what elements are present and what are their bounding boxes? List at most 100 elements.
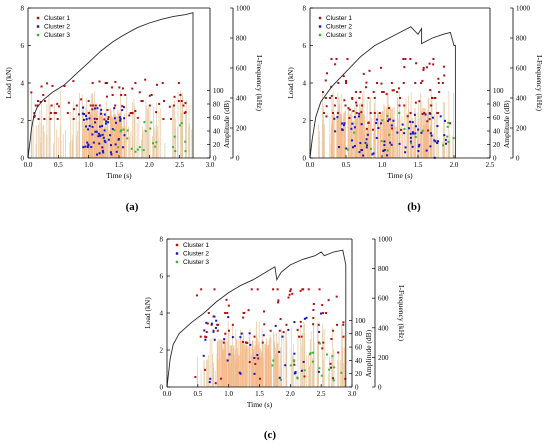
cluster1-point [400, 129, 402, 131]
cluster1-point [251, 288, 253, 290]
cluster2-point [382, 150, 384, 152]
cluster3-point [145, 130, 147, 132]
cluster1-point [144, 79, 146, 81]
cluster2-point [420, 132, 422, 134]
cluster1-point [182, 105, 184, 107]
cluster1-point [78, 113, 80, 115]
cluster2-point [239, 336, 241, 338]
cluster2-point [82, 146, 84, 148]
cluster3-point [347, 149, 349, 151]
cluster3-point [155, 141, 157, 143]
cluster3-point [113, 129, 115, 131]
cluster1-point [342, 324, 344, 326]
cluster1-point [437, 112, 439, 114]
cluster2-point [303, 361, 305, 363]
cluster3-point [181, 122, 183, 124]
cluster1-point [367, 122, 369, 124]
cluster1-point [149, 105, 151, 107]
cluster1-point [335, 97, 337, 99]
amplitude-tick-label: 100 [355, 317, 366, 325]
cluster1-point [99, 105, 101, 107]
legend-label: Cluster 3 [326, 32, 352, 39]
cluster2-point [318, 371, 320, 373]
cluster1-point [396, 91, 398, 93]
cluster1-point [204, 369, 206, 371]
cluster2-point [350, 128, 352, 130]
x-axis-label: Time (s) [387, 171, 413, 180]
cluster1-point [298, 336, 300, 338]
cluster1-point [426, 66, 428, 68]
cluster1-point [414, 82, 416, 84]
cluster3-point [137, 149, 139, 151]
cluster1-point [107, 109, 109, 111]
cluster1-point [105, 82, 107, 84]
cluster2-point [410, 137, 412, 139]
cluster1-point [225, 299, 227, 301]
cluster2-point [249, 344, 251, 346]
cluster1-point [178, 100, 180, 102]
amplitude-tick-label: 80 [355, 330, 363, 338]
cluster1-point [388, 107, 390, 109]
cluster3-point [139, 146, 141, 148]
cluster1-point [184, 102, 186, 104]
amplitude-tick-label: 80 [493, 101, 501, 109]
cluster2-point [249, 332, 251, 334]
cluster2-point [227, 360, 229, 362]
cluster3-point [326, 354, 328, 356]
legend-label: Cluster 2 [326, 24, 352, 31]
cluster2-point [90, 146, 92, 148]
cluster2-point [104, 114, 106, 116]
x-tick-label: 1.0 [84, 161, 93, 169]
cluster3-point [353, 132, 355, 134]
cluster2-point [253, 373, 255, 375]
cluster1-point [330, 367, 332, 369]
cluster1-point [194, 376, 196, 378]
cluster1-point [289, 294, 291, 296]
cluster1-point [328, 299, 330, 301]
cluster1-point [51, 85, 53, 87]
cluster1-point [259, 378, 261, 380]
legend-label: Cluster 2 [183, 251, 209, 258]
cluster2-point [93, 142, 95, 144]
cluster3-point [312, 361, 314, 363]
cluster1-point [337, 352, 339, 354]
cluster2-point [96, 107, 98, 109]
cluster1-point [206, 331, 208, 333]
cluster2-point [92, 126, 94, 128]
cluster1-point [334, 63, 336, 65]
cluster1-point [438, 91, 440, 93]
cluster2-point [118, 138, 120, 140]
cluster2-point [104, 129, 106, 131]
cluster1-point [179, 94, 181, 96]
x-tick-label: 1.0 [378, 161, 387, 169]
cluster1-point [88, 112, 90, 114]
cluster1-point [228, 305, 230, 307]
cluster1-point [285, 324, 287, 326]
cluster1-point [329, 363, 331, 365]
cluster2-point [89, 125, 91, 127]
cluster1-point [185, 111, 187, 113]
cluster2-point [100, 113, 102, 115]
panel-c: 0.0 0.5 1.0 1.5 2.0 2.5 3.0Time (s)02468Load (… [143, 236, 406, 410]
cluster1-point [409, 58, 411, 60]
cluster1-point [403, 66, 405, 68]
cluster1-point [355, 91, 357, 93]
cluster3-point [312, 352, 314, 354]
cluster1-point [342, 336, 344, 338]
cluster1-point [332, 112, 334, 114]
load-tick-label: 0 [303, 155, 307, 163]
cluster3-point [297, 377, 299, 379]
cluster1-point [114, 105, 116, 107]
cluster2-point [404, 151, 406, 153]
cluster1-point [121, 105, 123, 107]
cluster1-point [297, 329, 299, 331]
cluster3-point [381, 140, 383, 142]
cluster2-point [415, 125, 417, 127]
cluster1-point [293, 364, 295, 366]
cluster2-point [98, 133, 100, 135]
cluster1-point [56, 103, 58, 105]
x-tick-label: 1.5 [115, 161, 124, 169]
cluster1-point [220, 378, 222, 380]
cluster2-point [410, 141, 412, 143]
cluster3-point [331, 355, 333, 357]
